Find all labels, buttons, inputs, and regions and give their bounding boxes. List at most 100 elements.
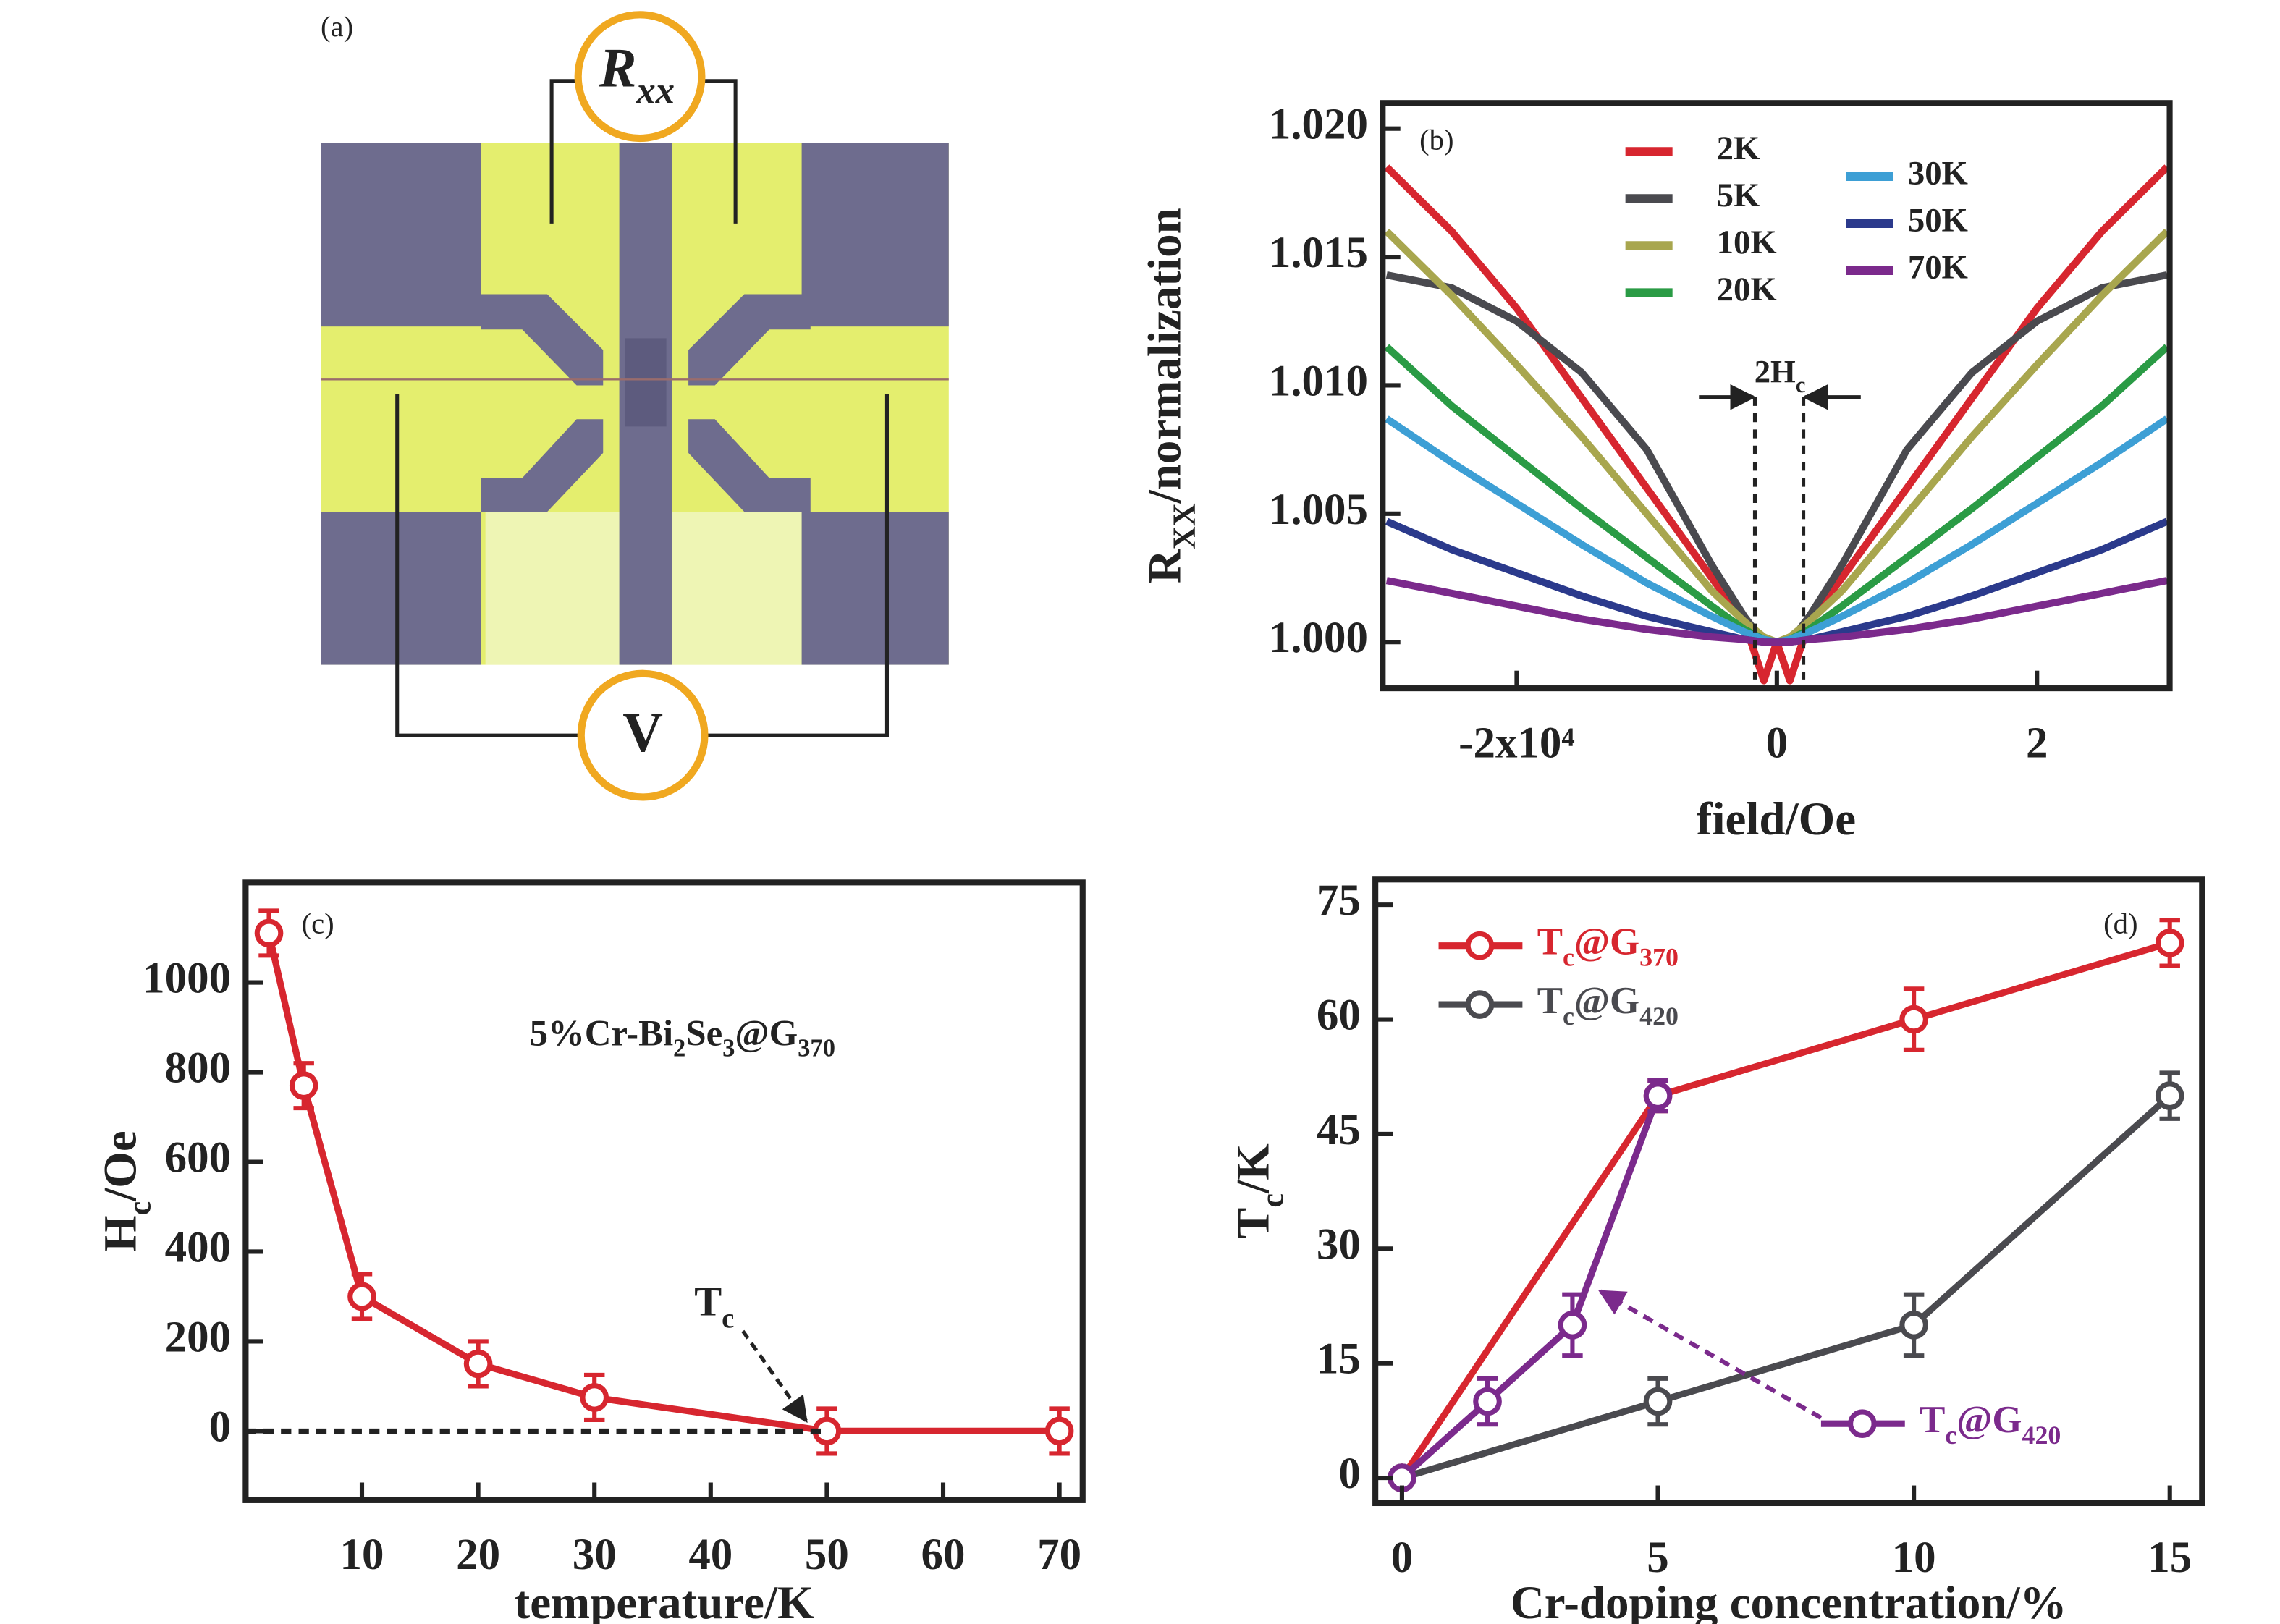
y-tick-label: 30: [1317, 1220, 1361, 1269]
line-series: [1399, 1094, 1661, 1481]
marker: [254, 918, 284, 948]
text-part: /K: [1228, 1143, 1280, 1194]
marker: [1558, 1311, 1587, 1340]
legend-label: Tc@G420: [1920, 1399, 2061, 1450]
subscript: 420: [1639, 1002, 1679, 1031]
x-tick-label: 30: [573, 1531, 617, 1579]
x-tick-label: 0: [1766, 719, 1788, 767]
line-series: [1385, 577, 2168, 646]
axes-frame: [1372, 876, 2205, 1507]
x-axis-label: field/Oe: [1697, 793, 1856, 845]
y-tick-label: 1.000: [1269, 614, 1368, 662]
y-axis-label: Tc/K: [1228, 1143, 1291, 1239]
line-series: [1399, 939, 2171, 1480]
text-part: T: [1228, 1208, 1280, 1239]
meter-label: Rxx: [599, 36, 675, 111]
y-tick-label: 1.010: [1269, 357, 1368, 405]
text-part: R: [1139, 549, 1191, 583]
plot-area: [1388, 918, 2184, 1492]
inset-label: 5%Cr-Bi2Se3@G370: [530, 1012, 835, 1062]
x-tick-label: 10: [340, 1531, 384, 1579]
legend-label: 50K: [1908, 202, 1968, 240]
text-part: T: [1537, 980, 1563, 1022]
text-part: 2H: [1755, 353, 1796, 389]
x-tick-label: 5: [1647, 1534, 1668, 1582]
legend-label: Tc@G370: [1537, 921, 1679, 972]
x-tick-label: 70: [1037, 1531, 1081, 1579]
marker: [1044, 1416, 1074, 1446]
legend-label: 5K: [1717, 177, 1760, 214]
marker: [2155, 929, 2184, 957]
y-tick-label: 45: [1317, 1106, 1361, 1154]
y-tick-label: 200: [165, 1313, 231, 1361]
marker: [347, 1282, 376, 1311]
subscript: xx: [636, 70, 675, 112]
x-tick-label: 20: [456, 1531, 500, 1579]
subscript: c: [122, 1201, 157, 1216]
marker: [289, 1071, 318, 1100]
legend-label: 30K: [1908, 155, 1968, 193]
marker: [1899, 1311, 1928, 1340]
plot-area: [1384, 164, 2170, 685]
marker: [1899, 1005, 1928, 1034]
text-part: T: [694, 1280, 722, 1325]
line-series: [1385, 271, 2168, 646]
marker: [463, 1349, 493, 1379]
text-part: Se: [685, 1012, 722, 1053]
subscript: c: [1796, 373, 1806, 397]
x-tick-label: 40: [688, 1531, 732, 1579]
y-tick-label: 15: [1317, 1335, 1361, 1384]
line-series: [266, 932, 1060, 1434]
y-tick-label: 0: [209, 1403, 231, 1451]
y-axis-label: Hc/Oe: [95, 1130, 158, 1252]
x-tick-label: 2: [2026, 719, 2048, 767]
y-tick-label: 400: [165, 1223, 231, 1272]
x-tick-label: 10: [1892, 1534, 1936, 1582]
line-series: [1385, 517, 2169, 646]
subscript: c: [1563, 1002, 1574, 1031]
text-part: R: [599, 36, 637, 98]
plot-area: [254, 908, 1074, 1456]
meter-circle: [574, 11, 706, 143]
axes-frame: [242, 879, 1086, 1503]
y-axis-label: RXX/normalization: [1139, 208, 1202, 583]
y-tick-label: 75: [1317, 876, 1361, 925]
panel-label: (c): [302, 908, 334, 940]
y-tick-label: 800: [165, 1044, 231, 1093]
subscript: XX: [1166, 503, 1202, 549]
marker: [1473, 1387, 1502, 1416]
panel-label: (a): [321, 10, 353, 43]
legend-label: Tc@G420: [1537, 980, 1679, 1031]
subscript: 2: [673, 1035, 685, 1062]
y-tick-label: 600: [165, 1133, 231, 1182]
legend-marker: [1465, 990, 1495, 1019]
line-series: [1384, 415, 2169, 646]
subscript: 420: [2022, 1421, 2061, 1450]
subscript: 3: [722, 1035, 735, 1062]
annotation: 2Hc: [1755, 353, 1806, 397]
y-tick-label: 1000: [143, 955, 231, 1003]
marker: [1643, 1081, 1673, 1110]
subscript: c: [722, 1304, 734, 1335]
y-tick-label: 1.005: [1269, 486, 1368, 534]
text-part: @G: [1956, 1399, 2022, 1441]
marker: [2155, 1081, 2184, 1110]
y-tick-label: 1.020: [1269, 101, 1368, 149]
legend-label: 10K: [1717, 224, 1777, 261]
legend-marker: [1465, 931, 1495, 960]
annotation-arrow: [1597, 1289, 1823, 1420]
subscript: 370: [798, 1035, 835, 1062]
line-series: [1401, 1093, 2172, 1481]
device-image: [321, 143, 949, 665]
x-axis-label: temperature/K: [515, 1577, 814, 1624]
panel-label: (d): [2103, 908, 2137, 940]
wiring: [395, 79, 889, 737]
text-part: /Oe: [95, 1130, 147, 1202]
axes-frame: [1380, 100, 2173, 692]
x-tick-label: 60: [921, 1531, 966, 1579]
meter-label: V: [622, 701, 663, 764]
text-part: T: [1537, 921, 1563, 963]
subscript: c: [1563, 943, 1574, 972]
